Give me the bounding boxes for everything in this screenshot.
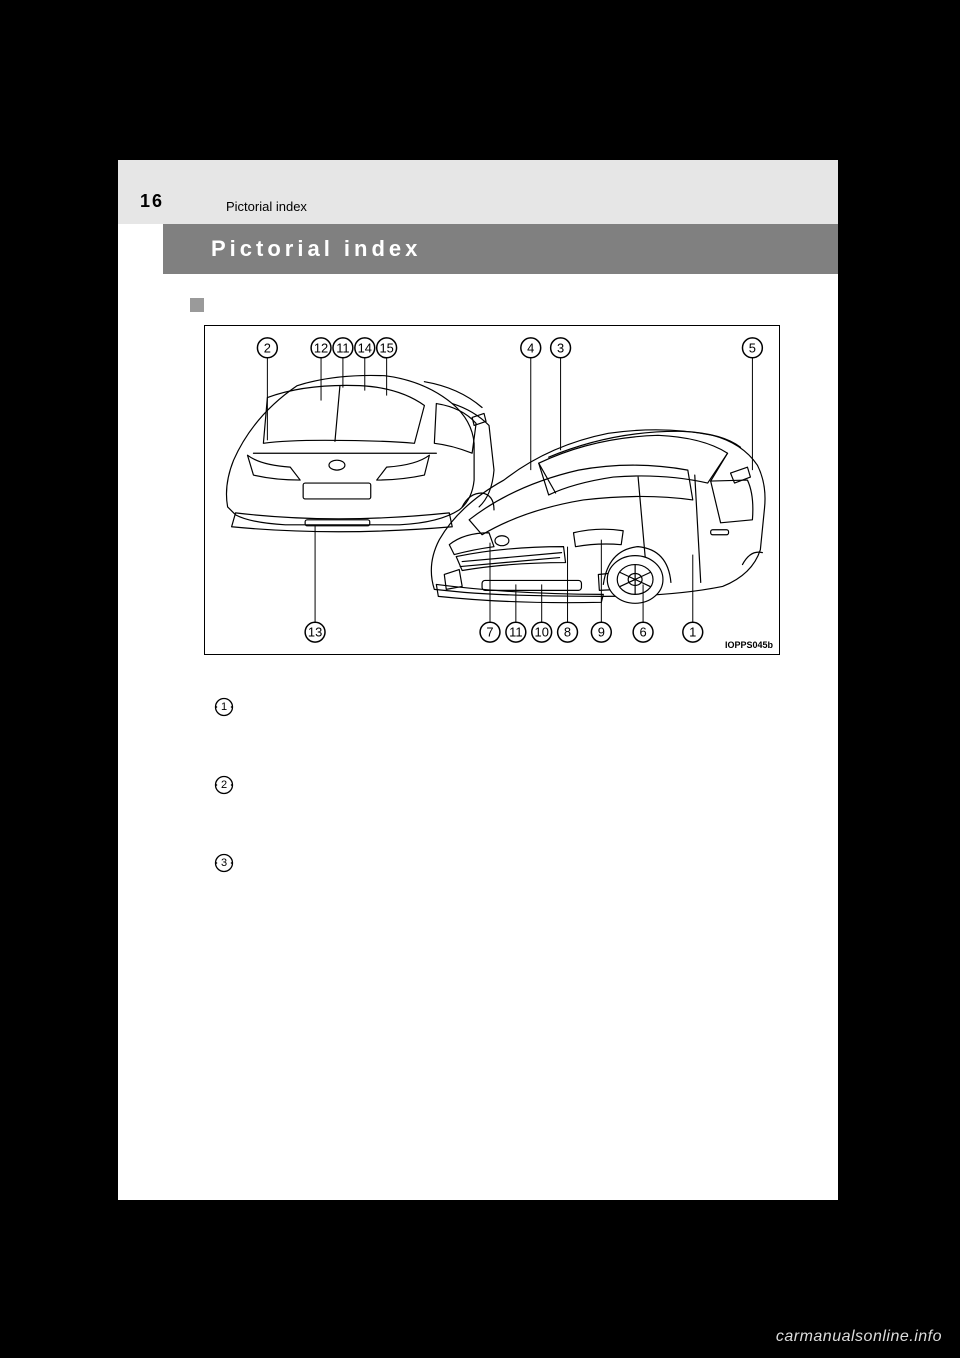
svg-text:1: 1 [221, 701, 227, 713]
diagram-image-code: IOPPS045b [725, 640, 773, 650]
section-title: Pictorial index [211, 236, 421, 262]
index-badge-2: 2 [214, 775, 234, 795]
callout-label-3: 3 [557, 340, 564, 355]
index-badge-1: 1 [214, 697, 234, 717]
index-item: 3 [214, 851, 798, 873]
callout-label-1: 1 [689, 625, 696, 640]
watermark: carmanualsonline.info [776, 1328, 942, 1346]
page-header: 16 Pictorial index [118, 160, 838, 224]
callout-label-9: 9 [598, 625, 605, 640]
manual-page: 16 Pictorial index Pictorial index [118, 160, 838, 1200]
car-rear-view [226, 375, 494, 531]
callout-label-8: 8 [564, 625, 571, 640]
section-title-bar: Pictorial index [163, 224, 838, 274]
callout-label-11: 11 [336, 340, 349, 355]
callout-label-14: 14 [358, 340, 372, 355]
callout-label-12: 12 [314, 340, 328, 355]
vehicle-diagram: 2 12 11 14 15 4 3 5 13 7 11 10 8 9 6 1 IOPPS045b [204, 325, 780, 655]
svg-text:3: 3 [221, 857, 227, 869]
callout-label-7: 7 [486, 625, 493, 640]
callout-label-6: 6 [639, 625, 646, 640]
vehicle-diagram-svg: 2 12 11 14 15 4 3 5 13 7 11 10 8 9 6 1 [205, 326, 779, 654]
callout-label-2: 2 [264, 340, 271, 355]
callout-label-10: 10 [535, 625, 549, 640]
page-number: 16 [140, 191, 164, 212]
index-list: 1 2 3 [214, 695, 798, 929]
index-item: 1 [214, 695, 798, 717]
index-item: 2 [214, 773, 798, 795]
car-front-view [431, 430, 765, 603]
callout-label-11: 11 [509, 625, 522, 640]
callout-label-13: 13 [308, 625, 322, 640]
header-breadcrumb: Pictorial index [226, 199, 307, 214]
callout-label-15: 15 [379, 340, 393, 355]
callouts-bottom: 13 7 11 10 8 9 6 1 [305, 622, 703, 642]
section-marker-icon [190, 298, 204, 312]
index-badge-3: 3 [214, 853, 234, 873]
callout-label-4: 4 [527, 340, 534, 355]
callouts-top: 2 12 11 14 15 4 3 5 [257, 338, 762, 358]
svg-text:2: 2 [221, 779, 227, 791]
callout-label-5: 5 [749, 340, 756, 355]
